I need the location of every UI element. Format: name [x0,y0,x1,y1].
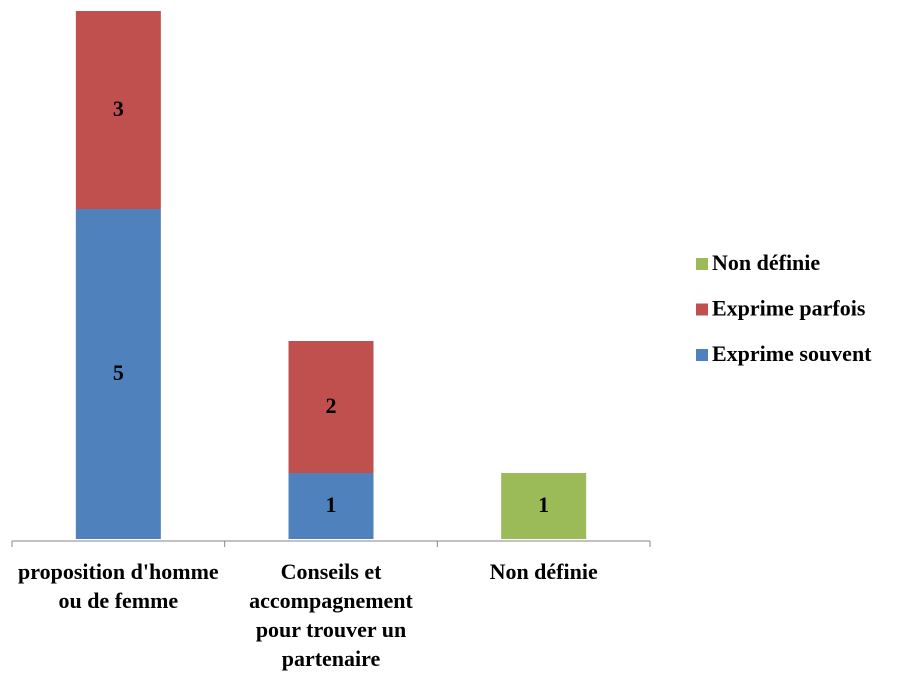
x-tick-label: Non définie [489,559,598,584]
legend-label: Exprime souvent [712,341,872,366]
bar-segment [288,341,374,473]
legend-swatch [696,258,708,270]
bar-segment [288,473,374,539]
x-tick-label: proposition d'homme ou de femme [17,559,219,613]
data-label: 1 [326,492,337,517]
x-tick-label: Conseils et accompagnement pour trouver … [249,559,413,671]
bar-segment [75,11,161,209]
data-label: 2 [326,393,337,418]
legend-swatch [696,349,708,361]
legend-swatch [696,303,708,316]
data-label: 3 [113,96,124,121]
bar-segment [501,473,587,539]
data-label: 5 [113,360,124,385]
legend-label: Non définie [712,250,820,275]
legend-label: Exprime parfois [712,296,866,321]
bar-segment [75,209,161,539]
data-label: 1 [538,492,549,517]
